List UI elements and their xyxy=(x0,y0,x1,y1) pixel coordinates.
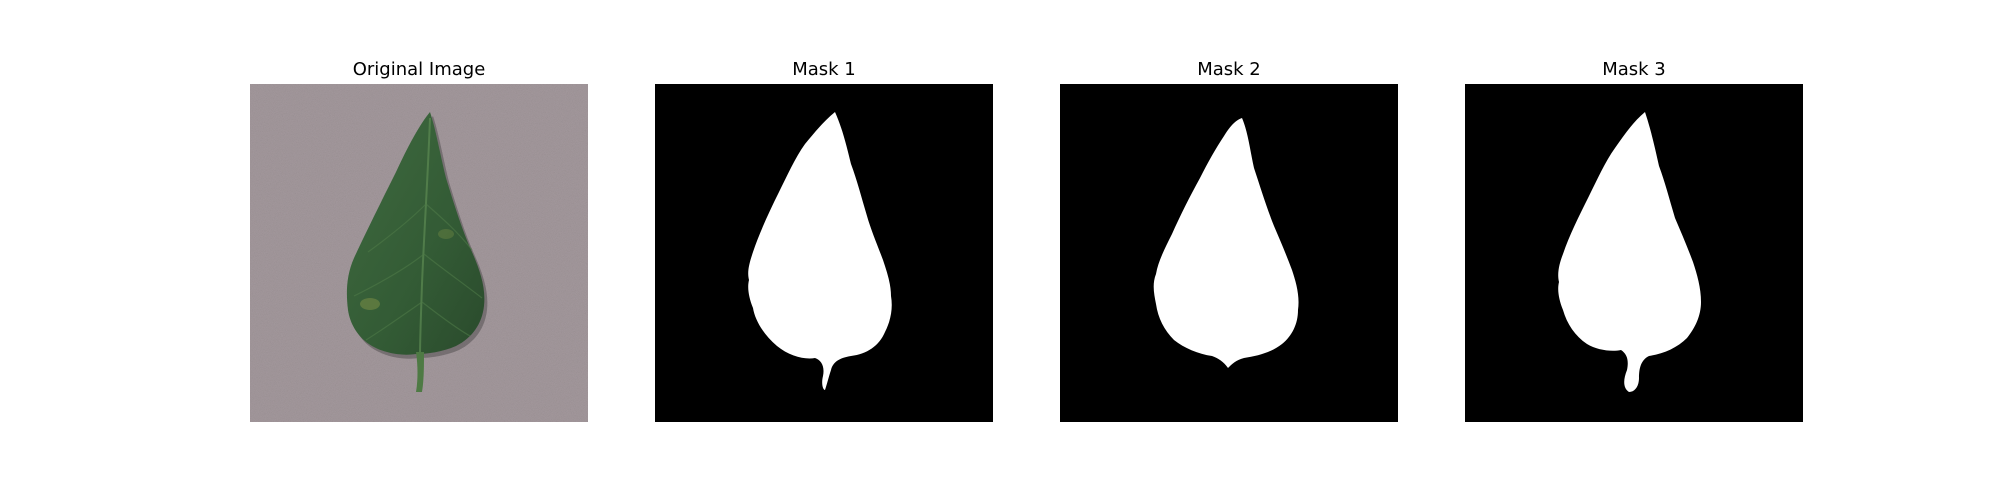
leaf-vein xyxy=(423,253,483,299)
mask-3-image xyxy=(1465,84,1803,422)
mask-foreground xyxy=(1153,118,1299,368)
mask-1-panel xyxy=(655,84,993,422)
leaf-vein xyxy=(365,301,423,341)
mask-foreground xyxy=(1558,112,1701,392)
panel-title-mask-3: Mask 3 xyxy=(1602,59,1666,80)
mask-1-image xyxy=(655,84,993,422)
mask-foreground xyxy=(748,112,892,390)
mask-2-image xyxy=(1060,84,1398,422)
leaf-yellow-spot xyxy=(360,298,380,310)
leaf-yellow-spot xyxy=(438,229,454,239)
leaf-blade xyxy=(346,112,485,355)
leaf-photo xyxy=(250,84,588,422)
panel-title-mask-2: Mask 2 xyxy=(1197,59,1261,80)
mask-3-panel xyxy=(1465,84,1803,422)
leaf-vein xyxy=(353,253,425,297)
mask-2-panel xyxy=(1060,84,1398,422)
panel-title-mask-1: Mask 1 xyxy=(792,59,856,80)
panel-title-original: Original Image xyxy=(352,59,486,80)
leaf-vein xyxy=(367,203,427,253)
leaf-petiole xyxy=(416,352,424,392)
original-image-panel xyxy=(250,84,588,422)
leaf-vein xyxy=(421,301,471,337)
leaf-vein xyxy=(425,203,473,251)
leaf-midrib xyxy=(419,117,431,357)
